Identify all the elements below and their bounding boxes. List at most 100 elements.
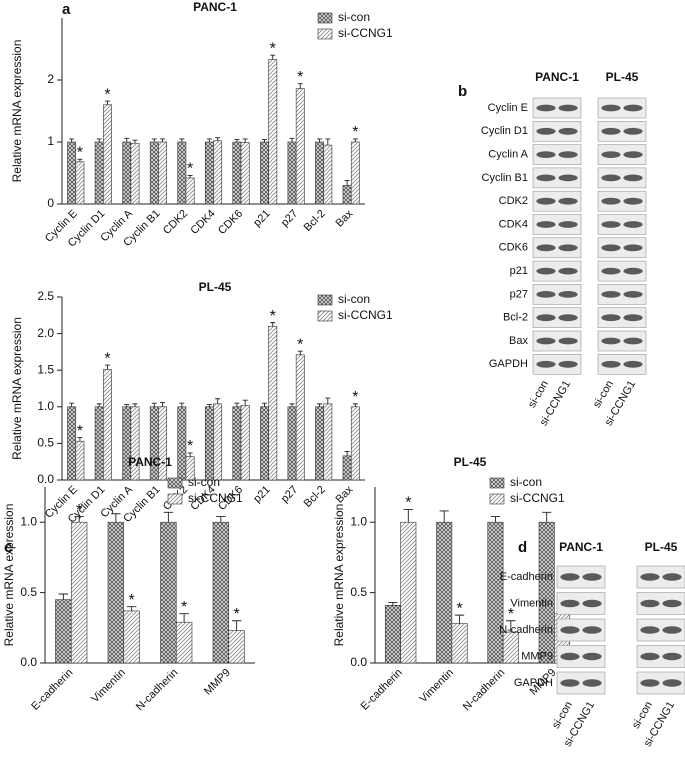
blot-band xyxy=(640,679,660,687)
bar xyxy=(240,405,250,481)
significance-marker: * xyxy=(104,86,110,103)
blot-band xyxy=(582,652,602,661)
significance-marker: * xyxy=(270,308,276,325)
error-bar xyxy=(234,139,240,142)
bar xyxy=(342,185,352,205)
legend-swatch xyxy=(489,493,505,505)
error-bar xyxy=(317,403,323,407)
blot-band xyxy=(623,314,643,322)
error-bar xyxy=(77,158,83,162)
blot-band xyxy=(601,244,621,252)
bar xyxy=(315,141,324,205)
blot-frame xyxy=(597,97,647,119)
protein-label: E-cadherin xyxy=(500,571,553,583)
legend-label: si-CCNG1 xyxy=(338,26,393,40)
significance-marker: * xyxy=(187,161,193,178)
legend-label: si-con xyxy=(188,475,220,489)
bar xyxy=(204,406,214,481)
error-bar xyxy=(104,364,110,370)
error-bar xyxy=(234,402,240,407)
error-bar xyxy=(325,138,331,146)
significance-marker: * xyxy=(129,592,135,609)
blot-band xyxy=(601,151,621,159)
protein-label: Bcl-2 xyxy=(503,312,528,324)
blot-frame xyxy=(597,144,647,165)
significance-marker: * xyxy=(352,124,358,141)
blot-band xyxy=(623,174,643,182)
bar xyxy=(323,144,333,205)
y-tick-label: 2.5 xyxy=(37,289,54,303)
blot-band xyxy=(582,599,602,608)
bar xyxy=(67,406,77,481)
blot-band xyxy=(582,573,602,581)
blot-band xyxy=(536,151,556,159)
blot-band xyxy=(558,291,578,298)
x-tick-label: Bax xyxy=(334,207,356,229)
blot-frame xyxy=(532,260,582,282)
blot-band xyxy=(623,244,643,252)
error-bar xyxy=(270,54,276,60)
error-bar xyxy=(151,138,157,142)
error-bar xyxy=(124,137,130,142)
blot-band xyxy=(560,626,580,634)
error-bar xyxy=(104,100,110,105)
bar xyxy=(295,354,305,481)
blot-band xyxy=(623,360,643,368)
error-bar xyxy=(126,606,137,611)
x-tick-label: p27 xyxy=(279,208,300,229)
blot-frame xyxy=(556,618,606,642)
error-bar xyxy=(179,138,185,142)
error-bar xyxy=(352,403,358,407)
blot-band xyxy=(623,127,643,135)
blot-band xyxy=(662,652,682,661)
bar xyxy=(228,630,245,664)
blot-band xyxy=(536,360,556,368)
error-bar xyxy=(454,614,465,624)
bar xyxy=(436,521,453,664)
x-tick-label: N-cadherin xyxy=(461,667,508,714)
error-bar xyxy=(297,83,303,89)
error-bar xyxy=(242,399,248,406)
bar xyxy=(130,142,140,205)
blot-frame xyxy=(597,190,647,212)
error-bar xyxy=(403,509,413,523)
y-tick-label: 0.5 xyxy=(37,436,54,450)
y-tick-label: 0.5 xyxy=(350,585,367,599)
blot-band xyxy=(623,337,643,345)
significance-marker: * xyxy=(352,389,358,406)
cell-line-label: PANC-1 xyxy=(559,540,603,554)
error-bar xyxy=(317,138,323,142)
protein-label: Cyclin D1 xyxy=(481,125,528,137)
blot-band xyxy=(601,360,621,368)
blot-band xyxy=(640,626,660,634)
error-bar xyxy=(187,452,193,457)
protein-label: MMP9 xyxy=(521,650,553,662)
blot-band xyxy=(560,599,580,608)
cell-line-label: PL-45 xyxy=(645,540,678,554)
blot-band xyxy=(558,104,578,112)
blot-frame xyxy=(636,592,685,615)
blot-frame xyxy=(532,330,582,352)
legend-swatch xyxy=(489,477,505,489)
blot-band xyxy=(558,151,578,159)
x-tick-label: CDK6 xyxy=(216,208,245,237)
bar xyxy=(213,140,223,205)
protein-label: CDK4 xyxy=(499,218,528,230)
bar xyxy=(212,521,230,664)
legend-label: si-con xyxy=(338,292,370,306)
bar xyxy=(240,142,250,205)
blot-band xyxy=(536,244,556,252)
protein-label: p27 xyxy=(510,288,528,300)
blot-frame xyxy=(556,671,606,695)
x-tick-label: CDK4 xyxy=(188,208,217,237)
blot-band xyxy=(582,679,602,687)
blot-frame xyxy=(597,214,647,235)
blot-frame xyxy=(597,330,647,352)
blot-band xyxy=(601,291,621,298)
bar xyxy=(323,403,333,481)
blot-band xyxy=(536,337,556,345)
cell-line-label: PANC-1 xyxy=(535,70,579,84)
legend-label: si-CCNG1 xyxy=(510,491,565,505)
x-tick-label: Bcl-2 xyxy=(302,484,328,510)
protein-label: GAPDH xyxy=(489,358,528,370)
